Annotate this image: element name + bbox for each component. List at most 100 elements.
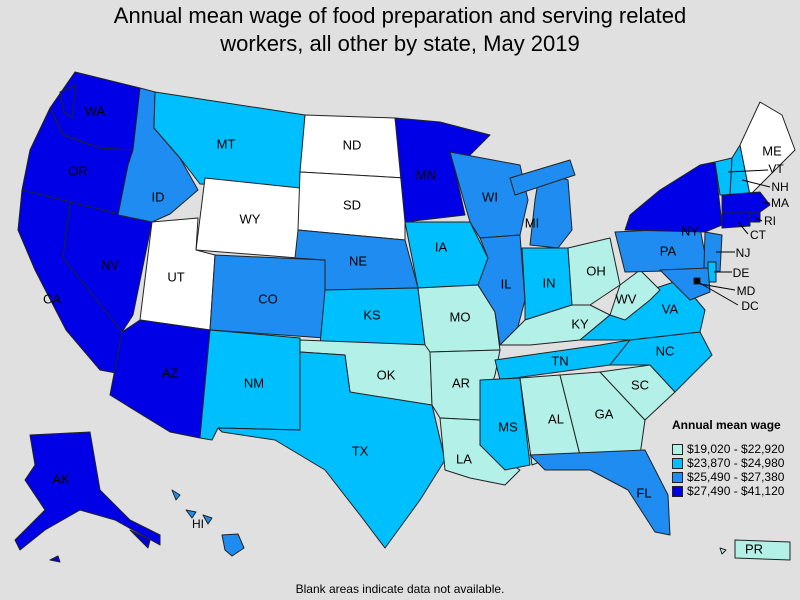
state-label-oh: OH xyxy=(586,263,606,278)
state-pr[interactable] xyxy=(719,547,727,555)
legend-title: Annual mean wage xyxy=(672,418,781,432)
state-label-ny: NY xyxy=(681,223,699,238)
state-label-ks: KS xyxy=(363,307,381,322)
state-label-pa: PA xyxy=(660,243,677,258)
state-ak[interactable] xyxy=(49,555,61,563)
state-label-in: IN xyxy=(543,275,556,290)
state-label-mn: MN xyxy=(416,167,436,182)
state-hi[interactable] xyxy=(185,509,197,519)
state-label-vt: VT xyxy=(768,162,784,176)
legend-item: $19,020 - $22,920 xyxy=(672,442,798,456)
state-label-md: MD xyxy=(737,284,756,298)
state-label-mo: MO xyxy=(450,309,471,324)
legend-swatch xyxy=(672,457,683,469)
state-label-de: DE xyxy=(733,266,750,280)
state-ga[interactable] xyxy=(559,371,646,456)
state-label-nh: NH xyxy=(771,180,788,194)
state-az[interactable] xyxy=(109,319,211,439)
state-hi[interactable] xyxy=(171,489,181,501)
state-label-ri: RI xyxy=(764,214,776,228)
legend-swatch xyxy=(672,443,683,455)
state-label-ca: CA xyxy=(43,291,61,306)
state-ia[interactable] xyxy=(404,221,489,289)
leader-line-nh xyxy=(741,179,771,188)
map-title: Annual mean wage of food preparation and… xyxy=(0,2,800,58)
state-ri[interactable] xyxy=(749,211,761,223)
state-label-wv: WV xyxy=(616,291,637,306)
state-label-wi: WI xyxy=(482,189,498,204)
state-label-nd: ND xyxy=(343,137,362,152)
state-label-nv: NV xyxy=(101,257,119,272)
state-label-al: AL xyxy=(548,411,564,426)
state-wa[interactable] xyxy=(59,84,77,119)
state-md[interactable] xyxy=(659,267,711,301)
legend-label: $25,490 - $27,380 xyxy=(687,470,785,484)
legend-item: $27,490 - $41,120 xyxy=(672,484,798,498)
state-tx[interactable] xyxy=(217,351,446,549)
state-hi[interactable] xyxy=(202,514,213,525)
state-label-il: IL xyxy=(501,276,512,291)
state-ak[interactable] xyxy=(129,529,151,549)
state-ms[interactable] xyxy=(479,377,531,471)
state-label-nc: NC xyxy=(656,343,675,358)
state-label-tn: TN xyxy=(551,353,568,368)
state-label-ia: IA xyxy=(435,239,448,254)
state-label-ma: MA xyxy=(771,196,789,210)
leader-line-ct xyxy=(737,221,749,235)
state-label-pr: PR xyxy=(745,541,763,556)
state-wv[interactable] xyxy=(609,269,661,321)
state-label-ar: AR xyxy=(452,375,470,390)
legend-label: $23,870 - $24,980 xyxy=(687,456,785,470)
legend: Annual mean wage $19,020 - $22,920 $23,87… xyxy=(672,418,798,498)
state-label-ok: OK xyxy=(377,367,396,382)
state-ct[interactable] xyxy=(721,211,751,229)
state-label-va: VA xyxy=(662,301,679,316)
legend-swatch xyxy=(672,485,683,497)
state-label-nj: NJ xyxy=(736,246,751,260)
state-fl[interactable] xyxy=(529,449,671,536)
state-mi[interactable] xyxy=(509,159,576,196)
state-label-fl: FL xyxy=(636,485,651,500)
footnote: Blank areas indicate data not available. xyxy=(295,582,505,596)
legend-swatch xyxy=(672,471,683,483)
state-label-sc: SC xyxy=(631,377,649,392)
state-label-me: ME xyxy=(762,143,782,158)
state-label-ms: MS xyxy=(498,419,518,434)
state-label-ak: AK xyxy=(52,471,70,486)
state-label-ky: KY xyxy=(571,316,589,331)
state-ny[interactable] xyxy=(624,161,723,233)
state-label-la: LA xyxy=(456,451,472,466)
state-label-wa: WA xyxy=(85,103,106,118)
state-label-ne: NE xyxy=(349,253,367,268)
state-label-ut: UT xyxy=(167,269,184,284)
legend-label: $19,020 - $22,920 xyxy=(687,442,785,456)
legend-item: $25,490 - $27,380 xyxy=(672,470,798,484)
state-ak[interactable] xyxy=(14,431,161,551)
state-hi[interactable] xyxy=(221,533,245,557)
state-oh[interactable] xyxy=(567,237,621,306)
state-label-tx: TX xyxy=(352,443,369,458)
leader-line-vt xyxy=(727,169,769,173)
state-label-az: AZ xyxy=(162,365,179,380)
state-label-ga: GA xyxy=(595,406,614,421)
state-label-nm: NM xyxy=(244,375,264,390)
state-label-mi: MI xyxy=(525,215,539,230)
title-line-1: Annual mean wage of food preparation and… xyxy=(113,3,687,28)
state-label-sd: SD xyxy=(343,197,361,212)
state-label-co: CO xyxy=(258,291,278,306)
state-label-or: OR xyxy=(68,163,88,178)
leader-line-md xyxy=(699,283,736,291)
state-label-mt: MT xyxy=(217,136,236,151)
state-ma[interactable] xyxy=(721,191,771,213)
state-label-wy: WY xyxy=(240,211,261,226)
state-ky[interactable] xyxy=(499,304,611,346)
title-line-2: workers, all other by state, May 2019 xyxy=(220,31,580,56)
state-pr[interactable] xyxy=(734,539,791,561)
state-label-id: ID xyxy=(152,189,165,204)
state-label-hi: HI xyxy=(192,517,204,531)
legend-label: $27,490 - $41,120 xyxy=(687,484,785,498)
leader-line-ri xyxy=(755,217,763,222)
legend-item: $23,870 - $24,980 xyxy=(672,456,798,470)
state-label-dc: DC xyxy=(741,299,759,313)
